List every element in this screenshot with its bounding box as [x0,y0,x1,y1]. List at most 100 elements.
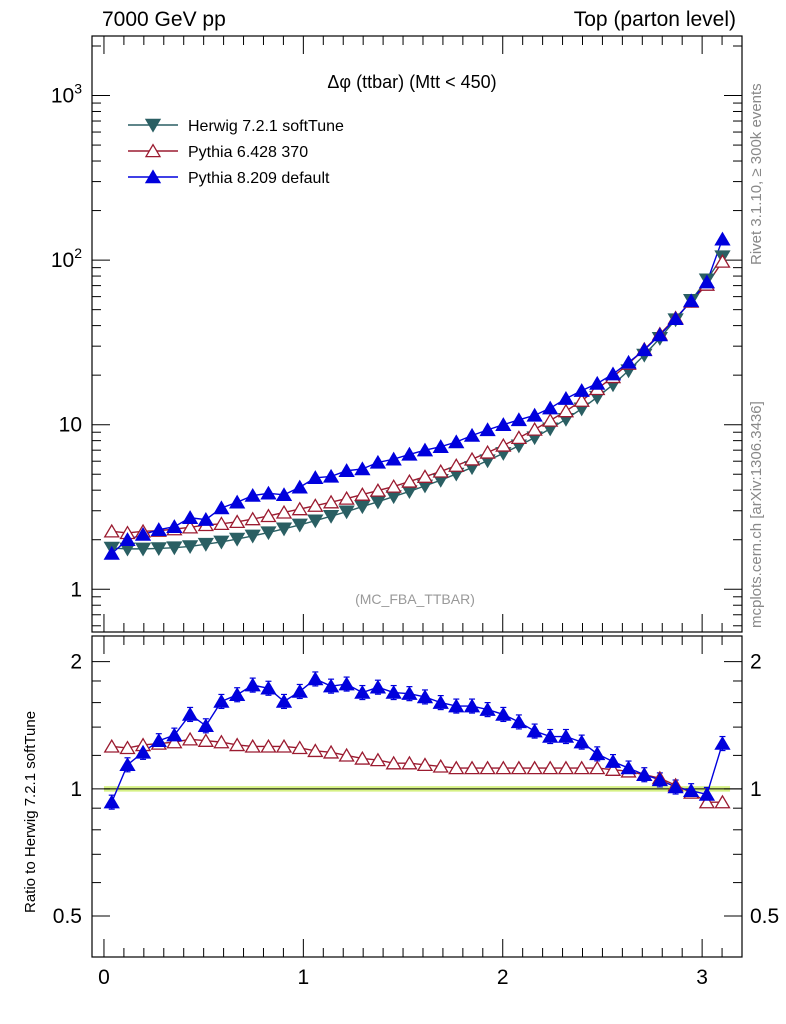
ratio-point-0 [322,744,340,759]
data-point-2 [401,446,418,461]
ratio-point-0 [401,755,418,770]
ratio-frame [91,635,743,958]
ratio-point-1 [213,693,230,708]
ratio-ytick-label: 0.5 [53,905,82,928]
ratio-point-1 [181,706,199,721]
xtick-label: 1 [298,966,310,989]
ratio-point-1 [698,786,716,801]
ratio-point-0 [698,794,716,809]
ratio-point-0 [448,760,465,775]
series-line-2 [111,238,724,555]
data-point-1 [354,487,371,501]
data-point-2 [166,519,183,533]
data-point-2 [150,522,167,536]
data-point-2 [714,231,731,246]
data-point-1 [401,473,418,488]
data-point-2 [119,532,136,546]
data-point-1 [338,490,355,505]
ratio-point-1 [432,695,449,709]
data-point-1 [448,458,465,472]
data-point-2 [134,526,152,541]
data-point-0 [213,535,230,550]
ratio-point-1 [291,683,308,698]
data-point-2 [244,487,261,502]
data-point-2 [698,274,716,289]
data-point-1 [432,463,449,478]
header-left: 7000 GeV pp [102,8,226,31]
data-point-0 [260,526,277,541]
data-point-2 [432,439,449,453]
data-point-2 [620,354,637,369]
data-point-2 [197,512,214,526]
data-point-2 [416,442,434,457]
ratio-point-1 [260,680,277,695]
ratio-point-0 [338,747,355,762]
main-frame [91,35,743,633]
data-point-0 [134,542,152,557]
data-point-2 [526,407,543,422]
ratio-point-1 [166,727,183,742]
main-ytick-label: 10 [59,414,82,437]
ratio-point-1 [557,728,575,743]
data-point-1 [526,421,543,436]
ratio-point-0 [244,738,261,753]
data-point-1 [103,523,120,538]
ratio-point-1 [385,684,402,699]
series-line-1 [111,261,724,534]
data-point-0 [229,532,246,547]
data-point-2 [354,461,371,476]
ratio-point-1 [510,714,528,729]
ratio-point-0 [573,760,590,775]
data-point-2 [338,463,355,477]
data-point-0 [307,514,324,529]
ratio-point-1 [369,679,387,694]
ratio-ytick-label-right: 0.5 [750,905,779,928]
data-point-1 [542,412,559,427]
ratio-point-0 [510,760,528,775]
data-point-2 [542,400,559,415]
ratio-point-0 [166,734,183,749]
ratio-point-1 [542,728,559,743]
data-point-1 [369,482,387,497]
ratio-point-1 [573,734,590,749]
ratio-point-1 [244,677,261,692]
data-point-1 [385,478,402,493]
data-point-2 [369,454,387,469]
ratio-point-1 [401,686,418,700]
ratio-point-1 [667,779,684,794]
legend-label-2: Pythia 8.209 default [188,170,330,187]
ratio-point-0 [526,760,543,775]
ratio-point-0 [229,737,246,752]
data-point-0 [338,505,355,520]
data-point-1 [557,403,575,418]
ratio-point-0 [604,762,622,776]
data-point-1 [495,437,512,452]
data-point-2 [557,391,575,405]
data-point-1 [275,504,293,519]
data-point-0 [275,522,293,537]
ratio-point-0 [542,760,559,775]
data-point-2 [479,422,496,437]
xtick-label: 3 [696,966,708,989]
data-point-1 [260,508,277,523]
data-point-2 [604,366,622,381]
ratio-point-0 [495,760,512,775]
marker-layer [103,118,731,809]
data-point-2 [510,412,528,427]
data-point-0 [166,541,183,556]
ratio-point-1 [150,733,167,747]
data-point-1 [244,511,261,526]
data-point-2 [181,510,199,524]
ratio-point-1 [636,767,653,781]
data-point-1 [714,253,731,268]
data-point-2 [683,293,700,308]
data-point-2 [260,485,277,500]
data-point-2 [463,427,481,442]
ratio-point-1 [604,754,622,768]
data-point-2 [103,545,120,560]
legend-label-1: Pythia 6.428 370 [188,144,308,161]
ratio-point-0 [589,760,606,775]
ratio-point-0 [307,743,324,758]
data-point-0 [291,518,308,533]
axis-layer [91,35,743,958]
